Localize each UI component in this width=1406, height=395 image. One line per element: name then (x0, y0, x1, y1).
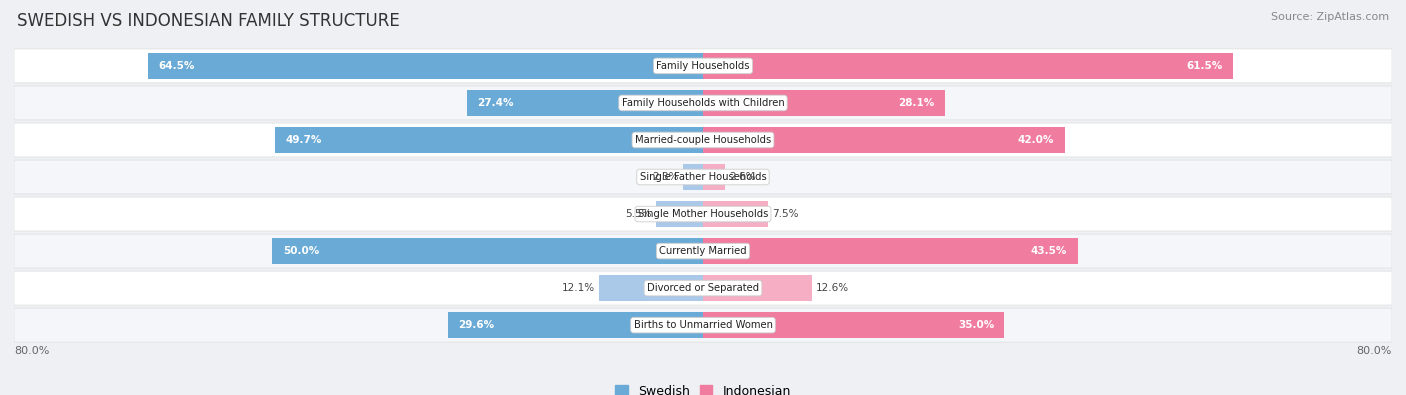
Bar (703, 275, 811, 301)
FancyBboxPatch shape (14, 308, 1392, 342)
Text: Single Mother Households: Single Mother Households (638, 209, 768, 219)
Text: 29.6%: 29.6% (458, 320, 495, 330)
Text: 35.0%: 35.0% (957, 320, 994, 330)
Text: Source: ZipAtlas.com: Source: ZipAtlas.com (1271, 12, 1389, 22)
Text: 80.0%: 80.0% (14, 346, 49, 356)
Text: Family Households with Children: Family Households with Children (621, 98, 785, 108)
FancyBboxPatch shape (14, 86, 1392, 120)
Text: Single Father Households: Single Father Households (640, 172, 766, 182)
Bar (148, 53, 703, 79)
Text: 49.7%: 49.7% (285, 135, 322, 145)
Text: 43.5%: 43.5% (1031, 246, 1067, 256)
Bar (449, 312, 703, 338)
Bar (703, 127, 1064, 153)
Text: 64.5%: 64.5% (157, 61, 194, 71)
Legend: Swedish, Indonesian: Swedish, Indonesian (610, 380, 796, 395)
Text: Family Households: Family Households (657, 61, 749, 71)
Text: Divorced or Separated: Divorced or Separated (647, 283, 759, 293)
Text: 27.4%: 27.4% (478, 98, 513, 108)
Text: Births to Unmarried Women: Births to Unmarried Women (634, 320, 772, 330)
Text: 12.1%: 12.1% (561, 283, 595, 293)
Bar (703, 164, 725, 190)
Text: 7.5%: 7.5% (772, 209, 799, 219)
Bar (703, 201, 768, 227)
Text: SWEDISH VS INDONESIAN FAMILY STRUCTURE: SWEDISH VS INDONESIAN FAMILY STRUCTURE (17, 12, 399, 30)
Text: 2.3%: 2.3% (652, 172, 679, 182)
Bar (703, 53, 1233, 79)
Text: 5.5%: 5.5% (624, 209, 651, 219)
FancyBboxPatch shape (14, 197, 1392, 231)
Bar (276, 127, 703, 153)
Text: 2.6%: 2.6% (730, 172, 756, 182)
FancyBboxPatch shape (14, 49, 1392, 83)
FancyBboxPatch shape (14, 160, 1392, 194)
Bar (273, 238, 703, 264)
FancyBboxPatch shape (14, 271, 1392, 305)
Text: 61.5%: 61.5% (1187, 61, 1222, 71)
Text: 42.0%: 42.0% (1018, 135, 1054, 145)
Text: Married-couple Households: Married-couple Households (636, 135, 770, 145)
FancyBboxPatch shape (14, 123, 1392, 157)
Text: 80.0%: 80.0% (1357, 346, 1392, 356)
Text: 12.6%: 12.6% (815, 283, 849, 293)
Bar (703, 90, 945, 116)
Text: 28.1%: 28.1% (898, 98, 935, 108)
Bar (703, 312, 1004, 338)
FancyBboxPatch shape (14, 234, 1392, 268)
Bar (703, 238, 1077, 264)
Bar (467, 90, 703, 116)
Bar (599, 275, 703, 301)
Bar (683, 164, 703, 190)
Bar (655, 201, 703, 227)
Text: Currently Married: Currently Married (659, 246, 747, 256)
Text: 50.0%: 50.0% (283, 246, 319, 256)
